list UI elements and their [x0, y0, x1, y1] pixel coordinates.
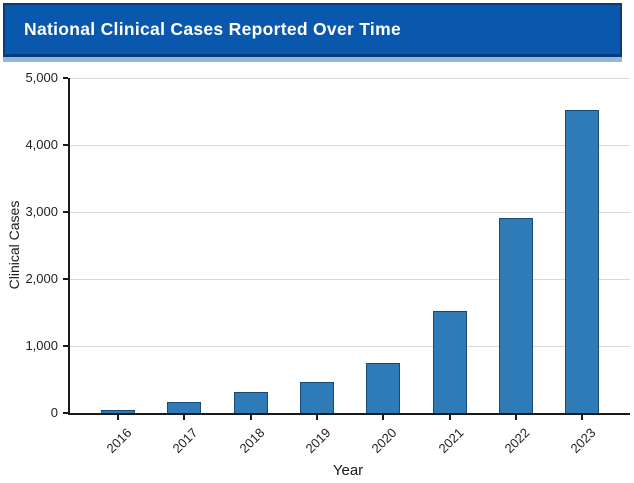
x-tick-mark-2020: [382, 415, 385, 420]
y-tick-label-3000: 3,000: [25, 204, 58, 219]
bar-2017: [167, 402, 202, 413]
page-title: National Clinical Cases Reported Over Ti…: [24, 19, 401, 39]
y-tick-mark-0: [63, 412, 68, 414]
x-tick-mark-2023: [581, 415, 584, 420]
y-tick-label-4000: 4,000: [25, 137, 58, 152]
x-tick-label-2023: 2023: [567, 425, 599, 457]
title-bar-shadow: [3, 54, 622, 62]
x-tick-mark-2021: [448, 415, 451, 420]
y-tick-mark-2000: [63, 278, 68, 280]
x-tick-mark-2018: [249, 415, 252, 420]
x-tick-label-2017: 2017: [169, 425, 201, 457]
x-tick-label-2022: 2022: [501, 425, 533, 457]
bar-2022: [498, 218, 533, 413]
bar-2019: [299, 381, 334, 413]
y-tick-mark-4000: [63, 144, 68, 146]
x-tick-label-2018: 2018: [236, 425, 268, 457]
x-tick-mark-2022: [514, 415, 517, 420]
x-tick-label-2021: 2021: [435, 425, 467, 457]
x-tick-label-2020: 2020: [368, 425, 400, 457]
bar-2016: [101, 409, 135, 413]
bar-2020: [366, 362, 401, 413]
y-tick-label-2000: 2,000: [25, 271, 58, 286]
x-tick-label-2016: 2016: [103, 425, 135, 457]
plot-area: [68, 77, 630, 415]
x-tick-label-2019: 2019: [302, 425, 334, 457]
x-tick-mark-2017: [183, 415, 186, 420]
gridline-5000: [70, 77, 630, 79]
gridline-3000: [70, 211, 630, 213]
gridline-2000: [70, 278, 630, 280]
y-tick-label-1000: 1,000: [25, 338, 58, 353]
x-axis-label: Year: [332, 462, 364, 479]
x-tick-mark-2016: [117, 415, 119, 420]
chart-title-bar: National Clinical Cases Reported Over Ti…: [3, 3, 622, 54]
gridline-4000: [70, 144, 630, 146]
gridline-1000: [70, 345, 630, 347]
y-tick-label-5000: 5,000: [25, 70, 58, 85]
y-tick-mark-3000: [63, 211, 68, 213]
bar-2018: [233, 391, 268, 413]
y-tick-mark-5000: [63, 77, 68, 79]
y-tick-label-0: 0: [50, 405, 58, 420]
x-tick-mark-2019: [315, 415, 318, 420]
y-tick-mark-1000: [63, 345, 68, 347]
bar-2023: [565, 110, 600, 413]
bar-2021: [432, 311, 467, 413]
